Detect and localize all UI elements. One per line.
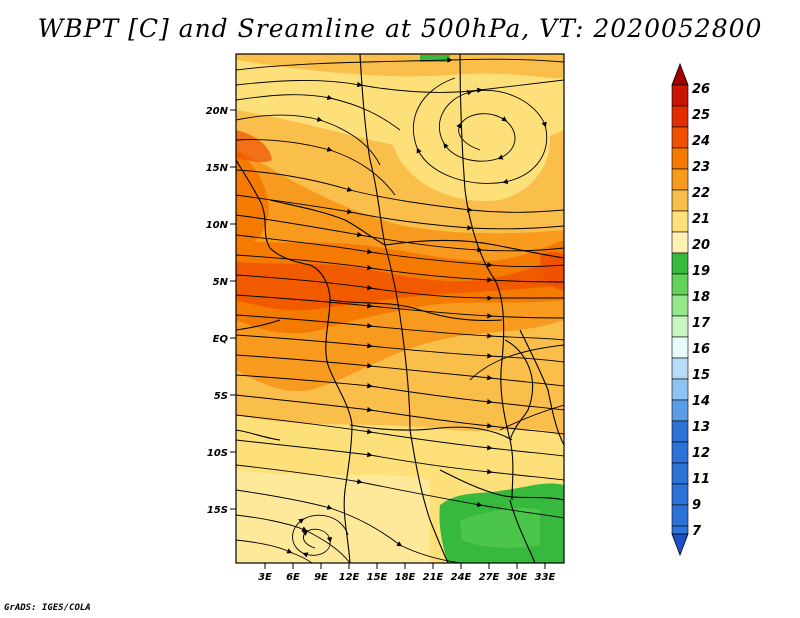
colorbar-label: 11 (692, 472, 710, 487)
colorbar-label: 13 (692, 420, 710, 435)
lon-axis: 3E 6E 9E 12E 15E 18E 21E 24E 27E 30E 33E (258, 563, 556, 583)
colorbar-label: 9 (692, 498, 701, 513)
colorbar-swatch (671, 483, 689, 506)
colorbar-swatch (671, 336, 689, 359)
colorbar-label: 22 (692, 186, 710, 201)
lon-label: 30E (507, 572, 528, 583)
colorbar-label: 21 (692, 212, 710, 227)
colorbar-label: 16 (692, 342, 710, 357)
lon-label: 15E (367, 572, 388, 583)
lat-label: 5S (214, 391, 228, 402)
colorbar-label: 20 (692, 238, 710, 253)
lon-label: 12E (339, 572, 360, 583)
colorbar-bottom-arrow (671, 533, 689, 557)
colorbar-swatch (671, 441, 689, 464)
streamlines (236, 57, 564, 563)
lat-label: 15N (206, 163, 229, 174)
colorbar-swatch (671, 252, 689, 275)
colorbar-swatch (671, 105, 689, 128)
lat-label: 10S (207, 448, 228, 459)
colorbar-swatch (671, 504, 689, 527)
colorbar-swatch (671, 525, 689, 535)
colorbar-label: 14 (692, 394, 710, 409)
map-frame (235, 53, 565, 564)
lon-label: 6E (286, 572, 300, 583)
lat-label: EQ (213, 334, 229, 345)
colorbar-swatch (671, 462, 689, 485)
colorbar-swatch (671, 378, 689, 401)
colorbar-label: 25 (692, 108, 710, 123)
chart-title: WBPT [C] and Sreamline at 500hPa, VT: 20… (37, 14, 763, 43)
colorbar-label: 18 (692, 290, 710, 305)
colorbar-swatch (671, 126, 689, 149)
lon-label: 18E (395, 572, 416, 583)
colorbar-swatch (671, 210, 689, 233)
colorbar-label: 7 (692, 524, 702, 539)
colorbar-top-arrow (671, 62, 689, 86)
lon-label: 9E (314, 572, 328, 583)
colorbar-swatch (671, 147, 689, 170)
lon-label: 27E (479, 572, 500, 583)
colorbar-label: 17 (692, 316, 711, 331)
colorbar-swatch (671, 420, 689, 443)
lon-label: 21E (423, 572, 444, 583)
colorbar-label: 12 (692, 446, 710, 461)
lat-label: 20N (206, 106, 229, 117)
colorbar-label: 26 (692, 82, 710, 97)
lat-label: 5N (213, 277, 229, 288)
colorbar-label: 15 (692, 368, 710, 383)
lat-axis: 20N 15N 10N 5N EQ 5S 10S 15S (206, 106, 236, 516)
colorbar-swatch (671, 294, 689, 317)
grads-credit: GrADS: IGES/COLA (4, 603, 91, 613)
lon-label: 33E (535, 572, 556, 583)
colorbar-swatch (671, 273, 689, 296)
colorbar-label: 24 (692, 134, 710, 149)
colorbar-swatch (671, 84, 689, 107)
colorbar-swatch (671, 399, 689, 422)
lon-label: 24E (451, 572, 472, 583)
colorbar-label: 19 (692, 264, 710, 279)
colorbar-swatch (671, 357, 689, 380)
colorbar: 26 25 24 23 22 21 20 19 18 17 16 15 14 1… (671, 62, 711, 557)
lon-label: 3E (258, 572, 272, 583)
lat-label: 15S (207, 505, 228, 516)
colorbar-swatch (671, 231, 689, 254)
colorbar-swatch (671, 168, 689, 191)
colorbar-swatch (671, 189, 689, 212)
colorbar-swatch (671, 315, 689, 338)
lat-label: 10N (206, 220, 229, 231)
colorbar-label: 23 (692, 160, 710, 175)
